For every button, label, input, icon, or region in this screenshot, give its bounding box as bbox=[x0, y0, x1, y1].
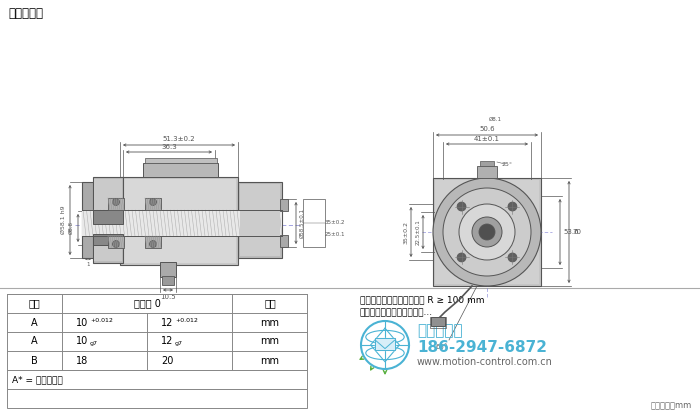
Bar bbox=[108, 198, 124, 210]
Text: B: B bbox=[31, 355, 37, 365]
Bar bbox=[93, 234, 123, 245]
Text: +0.012: +0.012 bbox=[175, 318, 198, 323]
Circle shape bbox=[508, 253, 517, 262]
Bar bbox=[93, 210, 123, 224]
Text: 186-2947-6872: 186-2947-6872 bbox=[417, 339, 547, 354]
Text: 西安德伍拓: 西安德伍拓 bbox=[417, 323, 463, 339]
Bar bbox=[82, 182, 94, 258]
Bar bbox=[280, 199, 288, 211]
Text: mm: mm bbox=[260, 355, 279, 365]
Bar bbox=[145, 198, 161, 210]
Text: A: A bbox=[31, 336, 37, 346]
Text: 50.6: 50.6 bbox=[480, 126, 495, 132]
Bar bbox=[160, 262, 176, 277]
Text: 65°: 65° bbox=[436, 344, 448, 350]
Text: 18: 18 bbox=[76, 355, 88, 365]
Text: 10: 10 bbox=[76, 318, 88, 328]
Bar bbox=[480, 161, 494, 166]
Bar bbox=[145, 158, 217, 163]
Bar bbox=[120, 177, 238, 265]
Text: 51.3±0.2: 51.3±0.2 bbox=[162, 136, 195, 142]
Bar bbox=[430, 317, 446, 328]
Text: A: A bbox=[31, 318, 37, 328]
Text: mm: mm bbox=[260, 336, 279, 346]
Text: 22.5±0.1: 22.5±0.1 bbox=[416, 219, 421, 245]
Bar bbox=[477, 166, 497, 178]
Text: 25°: 25° bbox=[501, 162, 512, 166]
Bar bbox=[93, 177, 123, 263]
Circle shape bbox=[150, 199, 157, 205]
Text: 12: 12 bbox=[161, 336, 174, 346]
Text: 35±0.2: 35±0.2 bbox=[325, 220, 346, 226]
Text: 尺寸单位：mm: 尺寸单位：mm bbox=[651, 401, 692, 410]
Bar bbox=[280, 235, 288, 247]
Circle shape bbox=[508, 202, 517, 211]
Text: 固定安裝時的電纜彎曲半徑...: 固定安裝時的電纜彎曲半徑... bbox=[360, 308, 433, 317]
Bar bbox=[240, 184, 280, 256]
Text: 10: 10 bbox=[76, 336, 88, 346]
Text: Ø58.1 h9: Ø58.1 h9 bbox=[61, 206, 66, 234]
Circle shape bbox=[150, 241, 157, 247]
Bar bbox=[143, 163, 218, 177]
Text: 70: 70 bbox=[572, 229, 581, 235]
Bar bbox=[145, 236, 161, 248]
Text: 35±0.2: 35±0.2 bbox=[404, 220, 409, 244]
Bar bbox=[7, 294, 307, 408]
Bar bbox=[162, 276, 174, 285]
Text: Ø58.5±0.1: Ø58.5±0.1 bbox=[300, 208, 305, 238]
Text: g7: g7 bbox=[175, 341, 183, 346]
Polygon shape bbox=[375, 338, 395, 350]
Text: 53.6: 53.6 bbox=[563, 229, 579, 235]
Text: 通孔空心軸: 通孔空心軸 bbox=[8, 7, 43, 20]
Text: 單位: 單位 bbox=[264, 299, 276, 309]
Text: Ø8.1: Ø8.1 bbox=[489, 117, 502, 122]
Text: mm: mm bbox=[260, 318, 279, 328]
Text: Ø8.8: Ø8.8 bbox=[69, 221, 74, 234]
Circle shape bbox=[457, 202, 466, 211]
Circle shape bbox=[443, 188, 531, 276]
Text: 1: 1 bbox=[86, 262, 90, 267]
Circle shape bbox=[459, 204, 515, 260]
Text: A* = 連接軸直徑: A* = 連接軸直徑 bbox=[12, 375, 63, 384]
Bar bbox=[82, 210, 282, 236]
Text: 10.5: 10.5 bbox=[160, 294, 176, 300]
Text: 20: 20 bbox=[161, 355, 174, 365]
Circle shape bbox=[113, 241, 120, 247]
Text: +0.012: +0.012 bbox=[90, 318, 113, 323]
Text: 41±0.1: 41±0.1 bbox=[474, 136, 500, 142]
Bar bbox=[303, 199, 325, 247]
Bar bbox=[435, 180, 539, 284]
Bar bbox=[238, 182, 282, 258]
Text: 25±0.1: 25±0.1 bbox=[325, 233, 346, 237]
Bar bbox=[122, 179, 236, 263]
Text: www.motion-control.com.cn: www.motion-control.com.cn bbox=[417, 357, 553, 367]
Bar bbox=[94, 179, 122, 261]
Bar bbox=[433, 178, 541, 286]
Text: 空心軸 0: 空心軸 0 bbox=[134, 299, 160, 309]
Text: 尺寸: 尺寸 bbox=[28, 299, 40, 309]
Text: 彈性安裝時的電纜彎曲半徑 R ≥ 100 mm: 彈性安裝時的電纜彎曲半徑 R ≥ 100 mm bbox=[360, 295, 484, 304]
Text: g7: g7 bbox=[90, 341, 98, 346]
Circle shape bbox=[457, 253, 466, 262]
Circle shape bbox=[113, 199, 120, 205]
Circle shape bbox=[472, 217, 502, 247]
Bar bbox=[431, 317, 445, 326]
Text: 12: 12 bbox=[161, 318, 174, 328]
Circle shape bbox=[433, 178, 541, 286]
Bar bbox=[108, 236, 124, 248]
Text: 36.3: 36.3 bbox=[161, 144, 177, 150]
Circle shape bbox=[479, 224, 495, 240]
